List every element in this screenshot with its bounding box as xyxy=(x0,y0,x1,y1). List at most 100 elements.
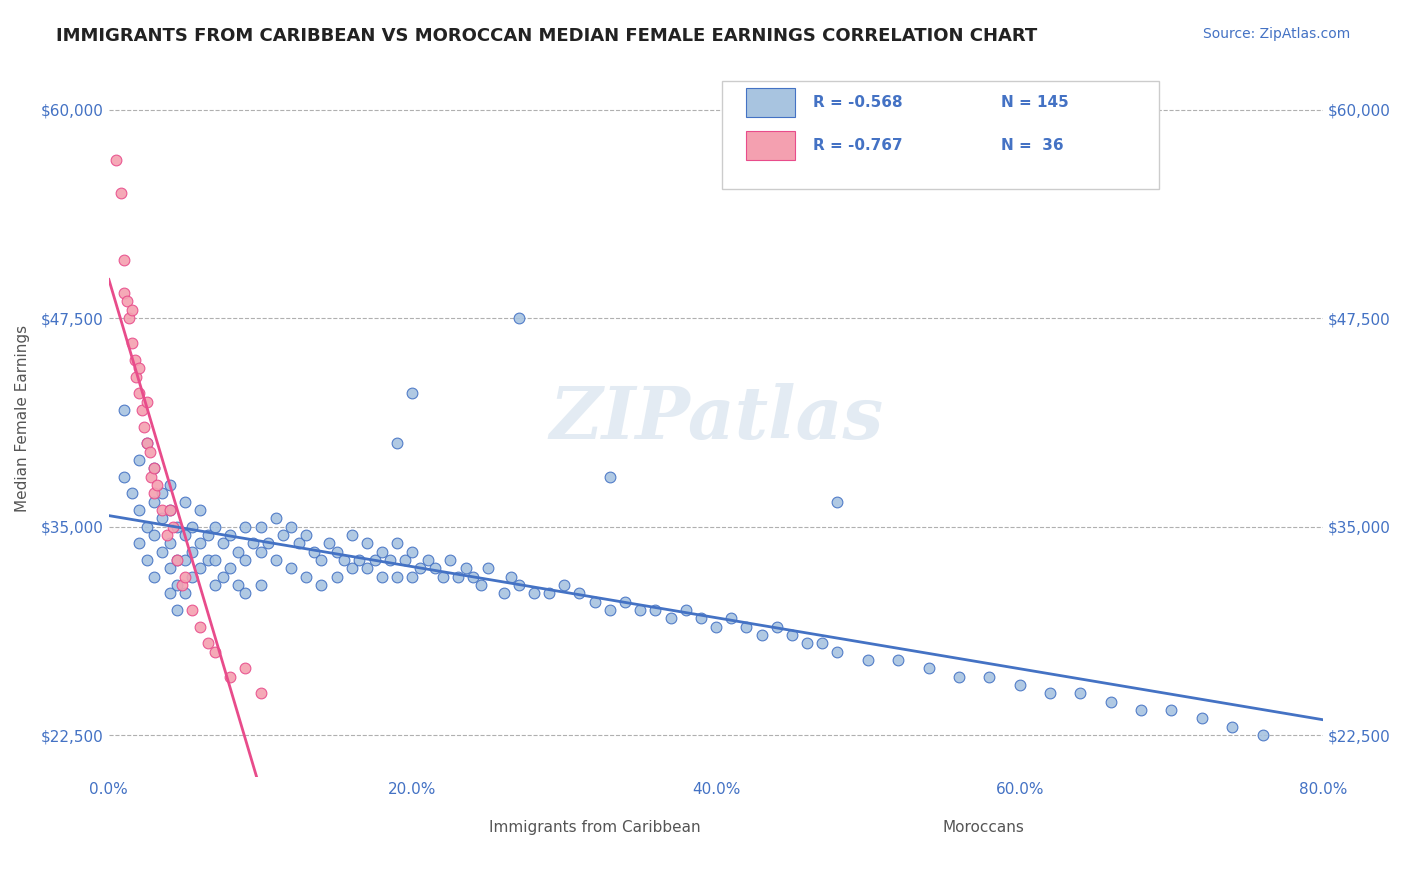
Point xyxy=(173,494,195,508)
Point xyxy=(211,536,233,550)
Point xyxy=(280,812,302,826)
Point xyxy=(141,469,163,483)
Point xyxy=(166,603,188,617)
Point xyxy=(325,544,347,558)
Point xyxy=(287,536,309,550)
Point xyxy=(249,519,271,533)
Point xyxy=(689,611,711,625)
Point xyxy=(356,536,378,550)
Point xyxy=(132,419,155,434)
Point xyxy=(325,569,347,583)
Point xyxy=(159,561,181,575)
Point xyxy=(1099,695,1122,709)
Point xyxy=(280,519,302,533)
Point xyxy=(796,636,818,650)
Point xyxy=(135,436,157,450)
Point xyxy=(387,436,409,450)
Text: ZIPatlas: ZIPatlas xyxy=(548,383,883,454)
Point xyxy=(827,645,849,659)
Point xyxy=(117,311,139,326)
Point xyxy=(538,586,561,600)
Point xyxy=(257,536,280,550)
Point xyxy=(416,553,439,567)
Point xyxy=(340,528,363,542)
Point xyxy=(181,544,204,558)
Point xyxy=(188,561,211,575)
Point xyxy=(146,478,169,492)
Point xyxy=(128,386,150,401)
Point xyxy=(264,511,287,525)
Point xyxy=(401,544,423,558)
Point xyxy=(614,595,637,609)
Point xyxy=(401,386,423,401)
Point xyxy=(110,186,132,200)
FancyBboxPatch shape xyxy=(723,81,1160,189)
Point xyxy=(371,569,394,583)
Point xyxy=(150,511,173,525)
Point xyxy=(508,311,530,326)
Point xyxy=(197,553,219,567)
Text: Immigrants from Caribbean: Immigrants from Caribbean xyxy=(489,820,700,835)
Point xyxy=(112,252,135,267)
Point xyxy=(387,569,409,583)
Point xyxy=(553,578,575,592)
Point xyxy=(128,536,150,550)
Point xyxy=(197,636,219,650)
Point xyxy=(235,553,257,567)
Point xyxy=(166,578,188,592)
Point xyxy=(735,620,758,634)
Point xyxy=(143,486,166,500)
Point xyxy=(139,444,162,458)
Point xyxy=(170,578,193,592)
Point xyxy=(463,569,485,583)
Point xyxy=(409,561,432,575)
Point xyxy=(811,636,834,650)
Point xyxy=(887,653,910,667)
Point xyxy=(470,578,492,592)
Point xyxy=(387,536,409,550)
Y-axis label: Median Female Earnings: Median Female Earnings xyxy=(15,325,30,512)
Point xyxy=(356,561,378,575)
Point xyxy=(439,553,461,567)
Point xyxy=(501,569,523,583)
FancyBboxPatch shape xyxy=(747,88,794,117)
Point xyxy=(124,352,146,367)
Point xyxy=(273,528,295,542)
Point xyxy=(159,503,181,517)
Point xyxy=(128,503,150,517)
Point xyxy=(135,436,157,450)
Point xyxy=(143,528,166,542)
Point xyxy=(599,469,621,483)
Point xyxy=(659,611,682,625)
Point xyxy=(333,553,356,567)
Point xyxy=(143,461,166,475)
Point xyxy=(143,569,166,583)
FancyBboxPatch shape xyxy=(747,131,794,160)
Text: R = -0.568: R = -0.568 xyxy=(813,95,903,110)
Point xyxy=(197,528,219,542)
Point xyxy=(264,553,287,567)
Point xyxy=(318,536,340,550)
Point xyxy=(363,553,385,567)
Point xyxy=(181,519,204,533)
Point xyxy=(295,569,318,583)
Point xyxy=(1191,711,1213,725)
Point xyxy=(135,553,157,567)
Point xyxy=(302,544,325,558)
Text: Source: ZipAtlas.com: Source: ZipAtlas.com xyxy=(1202,27,1350,41)
Point xyxy=(105,153,128,167)
Point xyxy=(425,561,447,575)
Point xyxy=(523,586,546,600)
Point xyxy=(311,578,333,592)
Point xyxy=(249,578,271,592)
Point xyxy=(432,569,454,583)
Point xyxy=(1220,720,1243,734)
Point xyxy=(166,519,188,533)
Point xyxy=(1130,703,1153,717)
Point xyxy=(162,519,184,533)
Point xyxy=(150,486,173,500)
Point xyxy=(311,553,333,567)
Point xyxy=(1039,686,1062,700)
Point xyxy=(948,670,970,684)
Point xyxy=(219,670,242,684)
